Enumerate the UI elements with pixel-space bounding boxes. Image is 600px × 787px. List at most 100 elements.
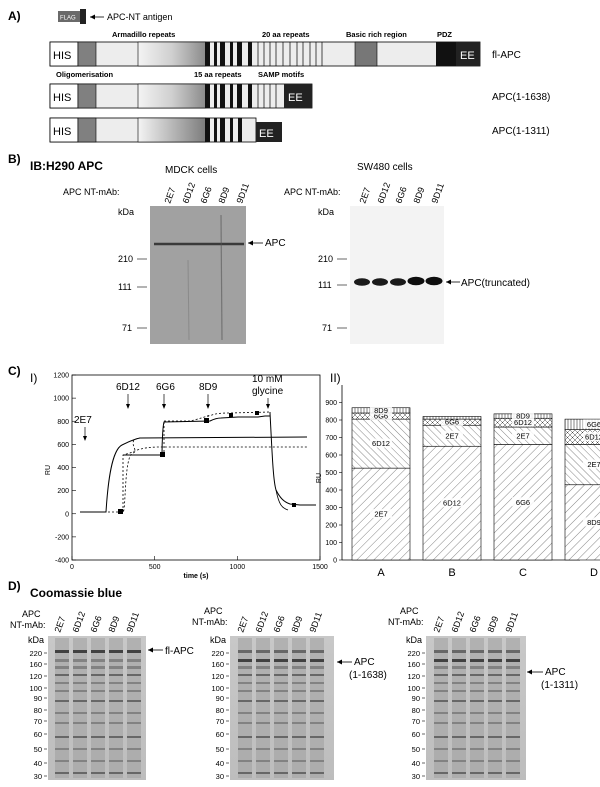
sensorgram-ytick-label: 1200	[53, 373, 69, 380]
gel-marker-label: 220	[407, 649, 420, 658]
his-tag: HIS	[53, 92, 71, 104]
sensorgram-trace-3	[269, 412, 316, 506]
lane-label: 2E7	[162, 186, 177, 204]
gel-marker-label: 160	[407, 660, 420, 669]
label-pdz: PDZ	[437, 30, 452, 39]
ib-label: IB:H290 APC	[30, 159, 103, 173]
gel1-mab-label: APC	[22, 609, 41, 619]
gel-marker-label: 30	[34, 772, 42, 781]
stacked-segment-label: 6G6	[374, 412, 388, 421]
lane-label: 9D11	[234, 182, 251, 205]
sensorgram: 1200 1000 800 600 400 200 0 -200 -400 0 500 1000 15…	[45, 373, 328, 581]
construct-apc-1638: HIS EE	[49, 83, 313, 109]
flag-cap	[80, 9, 86, 24]
blot1-mab-label: APC NT-mAb:	[63, 187, 120, 197]
gel3-arrow-label: APC	[545, 667, 566, 678]
gel3-mab-label: APC	[400, 606, 419, 616]
lane-label: 6G6	[271, 614, 286, 633]
gel2-arrow-label: APC	[354, 657, 375, 668]
stacked-ytick-label: 800	[325, 418, 337, 425]
stacked-segment-label: 6G6	[516, 498, 530, 507]
ee-tag: EE	[460, 50, 475, 62]
lane-label: 6D12	[253, 610, 270, 634]
label-samp: SAMP motifs	[258, 70, 304, 79]
stacked-segment-label: 8D9	[516, 412, 530, 421]
lane-label: 6D12	[180, 181, 197, 205]
blot2-bands	[354, 276, 443, 286]
gel-marker-label: 160	[211, 660, 224, 669]
gel-marker-label: 40	[216, 759, 224, 768]
sensorgram-ylabel: RU	[45, 465, 52, 475]
gel-lane-labels: 2E7 6D12 6G6 8D9 9D11 2E7 6D12 6G6 8D9 9D11 2E7 6D1…	[52, 610, 520, 634]
gel-marker-label: 90	[412, 694, 420, 703]
gel2-mab-label: APC	[204, 606, 223, 616]
lane-label: 2E7	[52, 615, 67, 633]
annotation: 8D9	[199, 382, 218, 393]
stacked-segment-label: 6D12	[372, 439, 390, 448]
construct-fl-apc: HIS EE	[49, 41, 481, 67]
stacked-category-label: A	[377, 567, 385, 579]
sensorgram-ytick-label: 400	[57, 465, 69, 472]
blot2-title: SW480 cells	[357, 162, 413, 173]
stacked-ytick-label: 300	[325, 505, 337, 512]
stacked-category-label: B	[448, 567, 455, 579]
stacked-segment-label: 6G6	[445, 418, 459, 427]
gel-marker-label: 80	[216, 706, 224, 715]
gel2-arrow-label: (1-1638)	[349, 670, 387, 681]
sensorgram-ytick-label: -400	[55, 558, 69, 565]
lane-label: 6G6	[393, 185, 408, 204]
gel1-mab-label: NT-mAb:	[10, 620, 46, 630]
gel-marker-label: 120	[29, 672, 42, 681]
sensorgram-ytick-label: 800	[57, 419, 69, 426]
stacked-ytick-label: 900	[325, 400, 337, 407]
lane-label: 6G6	[88, 614, 103, 633]
sensorgram-xtick-label: 1500	[312, 564, 328, 571]
stacked-segment-label: 6D12	[585, 433, 600, 442]
sensorgram-ytick-label: 600	[57, 442, 69, 449]
blot2-kda: kDa	[318, 207, 334, 217]
gel-marker-label: 100	[211, 684, 224, 693]
stacked-category-label: C	[519, 567, 527, 579]
sensorgram-trace-1	[80, 436, 308, 513]
stacked-segment-label: 6D12	[514, 418, 532, 427]
label-oligomerisation: Oligomerisation	[56, 70, 114, 79]
coomassie-gels: APC NT-mAb: kDa APC NT-mAb: kDa APC NT-m…	[10, 606, 578, 781]
his-tag: HIS	[53, 50, 71, 62]
panel-c-sub1: I)	[30, 371, 37, 385]
construct-label-1638: APC(1-1638)	[492, 92, 550, 103]
sensorgram-xlabel: time (s)	[184, 573, 209, 580]
construct-label-fl: fl-APC	[492, 50, 521, 61]
panel-d-label: D)	[8, 579, 21, 593]
gel-marker-label: 90	[216, 694, 224, 703]
blot1-kda: kDa	[118, 207, 134, 217]
gel-marker-label: 80	[412, 706, 420, 715]
annotation: 2E7	[74, 415, 92, 426]
stacked-ytick-label: 0	[333, 558, 337, 565]
sensorgram-ytick-label: -200	[55, 534, 69, 541]
blot2-markers: 210 111 71	[318, 254, 347, 333]
lane-label: 9D11	[307, 611, 324, 634]
construct-label-1311: APC(1-1311)	[492, 126, 550, 137]
stacked-ytick-label: 600	[325, 453, 337, 460]
annotation: glycine	[252, 386, 284, 397]
gel-marker-label: 70	[216, 717, 224, 726]
sensorgram-xtick-label: 1000	[230, 564, 246, 571]
sensorgram-xtick-label: 0	[70, 564, 74, 571]
gel1-kda: kDa	[28, 635, 44, 645]
flag-box	[58, 11, 80, 22]
gel-marker-label: 60	[216, 730, 224, 739]
blot2-lanes: 2E7 6D12 6G6 8D9 9D11	[357, 181, 446, 205]
gel-marker-label: 30	[216, 772, 224, 781]
annotation: 10 mM	[252, 374, 283, 385]
blot1-markers: 210 111 71	[118, 254, 147, 333]
lane-label: 2E7	[431, 615, 446, 633]
gel-marker-label: 120	[407, 672, 420, 681]
gel2-kda: kDa	[210, 635, 226, 645]
blot2-mab-label: APC NT-mAb:	[284, 187, 341, 197]
marker-label: 111	[318, 280, 332, 290]
gel-marker-label: 80	[34, 706, 42, 715]
gel-marker-label: 60	[412, 730, 420, 739]
stacked-segment-label: 2E7	[445, 431, 458, 440]
gel-marker-label: 220	[29, 649, 42, 658]
